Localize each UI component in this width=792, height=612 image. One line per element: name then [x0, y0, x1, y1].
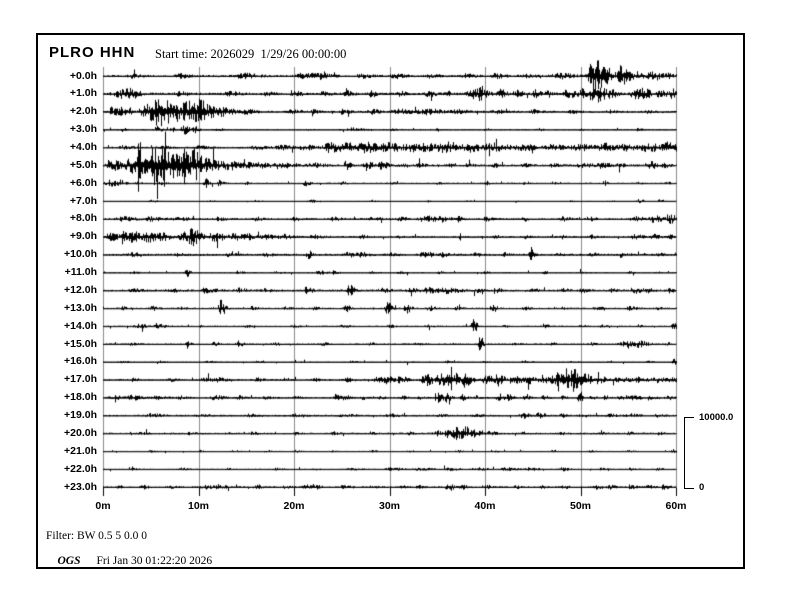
scale-max-label: 10000.0	[699, 412, 734, 423]
filter-label: Filter: BW 0.5 5 0.0 0	[46, 530, 148, 542]
minute-tick-label: 60m	[665, 500, 687, 512]
hour-label: +21.0h	[64, 444, 97, 457]
hour-label: +23.0h	[64, 480, 97, 493]
hour-label: +0.0h	[69, 69, 97, 82]
hour-label: +15.0h	[64, 337, 97, 350]
minute-tick-label: 10m	[187, 500, 209, 512]
hour-label: +13.0h	[64, 301, 97, 314]
hour-label: +22.0h	[64, 462, 97, 475]
hour-label: +17.0h	[64, 373, 97, 386]
hour-label: +5.0h	[69, 158, 97, 171]
hour-label: +11.0h	[64, 266, 97, 279]
hour-label: +2.0h	[69, 105, 97, 118]
hour-label: +19.0h	[64, 409, 97, 422]
hour-label: +14.0h	[64, 319, 97, 332]
minute-tick-label: 40m	[474, 500, 496, 512]
hour-label: +10.0h	[64, 248, 97, 261]
hour-label: +9.0h	[69, 230, 97, 243]
hour-label: +1.0h	[69, 87, 97, 100]
hour-label: +4.0h	[69, 140, 97, 153]
hour-label: +7.0h	[69, 194, 97, 207]
minute-tick-label: 50m	[569, 500, 591, 512]
hour-label: +12.0h	[64, 283, 97, 296]
minute-tick-label: 30m	[378, 500, 400, 512]
hour-label: +8.0h	[69, 212, 97, 225]
hour-label: +18.0h	[64, 391, 97, 404]
credit-line: OGS Fri Jan 30 01:22:20 2026	[46, 543, 213, 579]
hour-label: +6.0h	[69, 176, 97, 189]
timestamp-label: Fri Jan 30 01:22:20 2026	[96, 555, 213, 567]
scale-min-label: 0	[699, 482, 705, 493]
minute-tick-label: 20m	[283, 500, 305, 512]
hour-label: +16.0h	[64, 355, 97, 368]
start-time-label: Start time: 2026029 1/29/26 00:00:00	[155, 47, 347, 61]
hour-label: +3.0h	[69, 123, 97, 136]
amplitude-scale-bracket	[684, 417, 694, 489]
station-title: PLRO HHN	[49, 44, 136, 61]
agency-label: OGS	[57, 555, 81, 567]
minute-tick-label: 0m	[95, 500, 111, 512]
hour-label: +20.0h	[64, 426, 97, 439]
